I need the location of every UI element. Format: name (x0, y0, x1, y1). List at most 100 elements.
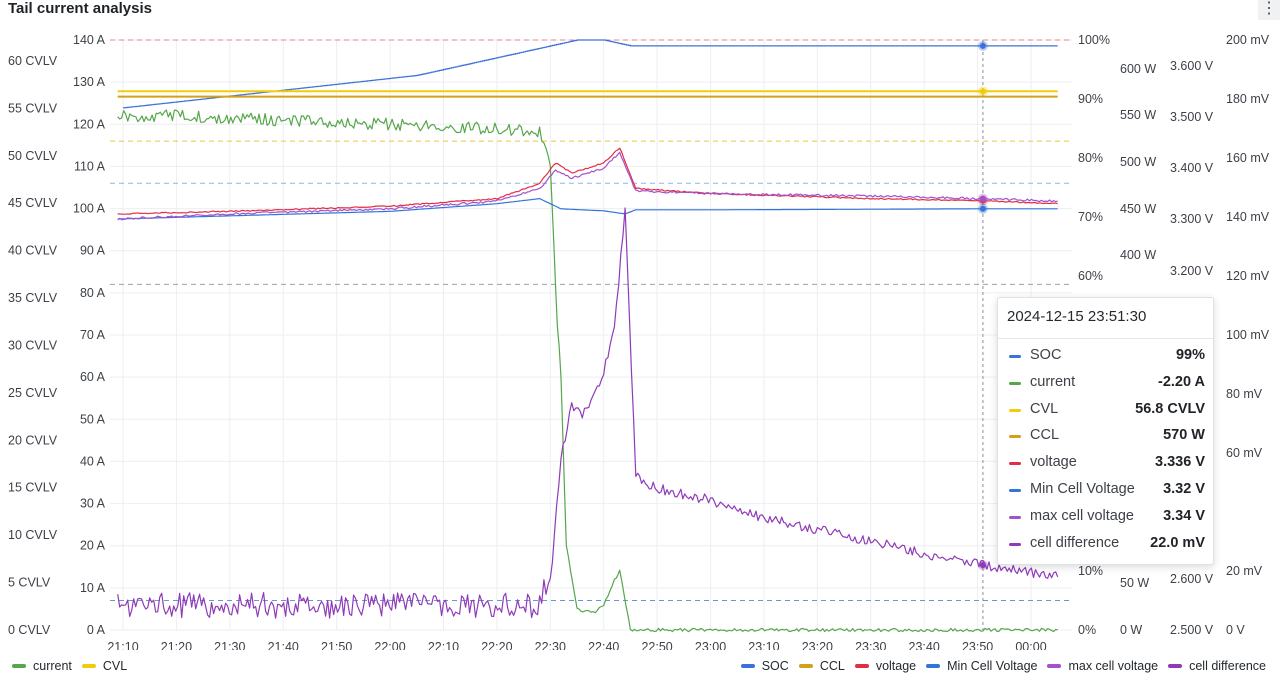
tick-label-time: 22:30 (535, 640, 566, 650)
tick-label-time: 22:40 (588, 640, 619, 650)
tooltip-value: 99% (1175, 347, 1205, 363)
tick-label-diff: 20 mV (1226, 564, 1263, 578)
tick-label-time: 23:20 (802, 640, 833, 650)
legend-label: voltage (875, 659, 917, 673)
tick-label-current: 120 A (73, 117, 106, 131)
legend-item-min-cell-voltage[interactable]: Min Cell Voltage (926, 657, 1037, 675)
legend-item-cvl[interactable]: CVL (81, 657, 127, 675)
tick-label-time: 23:10 (748, 640, 779, 650)
legend-item-current[interactable]: current (12, 657, 72, 675)
tooltip-timestamp: 2024-12-15 23:51:30 (1007, 308, 1147, 325)
tooltip-row: current -2.20 A (998, 370, 1213, 397)
tick-label-cvl: 45 CVLV (8, 196, 58, 210)
tick-label-voltage: 3.300 V (1170, 212, 1214, 226)
legend-label: cell difference (1189, 659, 1266, 673)
tick-label-current: 90 A (80, 244, 106, 258)
legend-left: current CVL (12, 657, 137, 675)
tick-label-voltage: 3.600 V (1170, 59, 1214, 73)
tooltip-value: 3.336 V (1155, 454, 1205, 471)
tooltip-row: cell difference 22.0 mV (998, 531, 1213, 558)
tooltip-value: -2.20 A (1157, 373, 1205, 390)
tick-label-current: 100 A (73, 202, 106, 216)
legend-swatch (854, 664, 869, 668)
tick-label-cvl: 40 CVLV (8, 244, 58, 258)
tick-label-soc: 80% (1078, 151, 1103, 165)
tooltip-row: Min Cell Voltage 3.32 V (998, 477, 1213, 504)
tooltip-value: 56.8 CVLV (1135, 400, 1205, 417)
legend-item-voltage[interactable]: voltage (854, 657, 917, 675)
tick-label-soc: 100% (1078, 33, 1110, 47)
series-line-min-cell-voltage (117, 198, 1058, 220)
hover-marker-cell-difference (979, 562, 986, 569)
tick-label-power: 400 W (1120, 248, 1156, 262)
tick-label-current: 80 A (80, 286, 106, 300)
legend-label: SOC (761, 659, 789, 673)
legend-swatch (1168, 664, 1183, 668)
tick-label-cvl: 20 CVLV (8, 433, 58, 447)
tick-label-current: 70 A (80, 328, 106, 342)
series-line-voltage (117, 147, 1058, 215)
tooltip-row: max cell voltage 3.34 V (998, 504, 1213, 531)
tooltip-swatch (1009, 381, 1021, 385)
tick-label-cvl: 25 CVLV (8, 386, 58, 400)
tick-label-diff: 80 mV (1226, 387, 1263, 401)
kebab-menu-icon[interactable]: ⋮ (1258, 0, 1280, 20)
tick-label-power: 500 W (1120, 155, 1156, 169)
tooltip-label: voltage (1030, 454, 1077, 471)
tooltip-value: 570 W (1163, 427, 1205, 444)
tick-label-power: 0 W (1120, 623, 1142, 637)
tooltip-swatch (1009, 462, 1021, 466)
tick-label-time: 22:00 (374, 640, 405, 650)
tick-label-time: 21:50 (321, 640, 352, 650)
tick-label-current: 60 A (80, 370, 106, 384)
tick-label-diff: 140 mV (1226, 210, 1270, 224)
tick-label-diff: 120 mV (1226, 269, 1270, 283)
legend-swatch (926, 664, 941, 668)
series-line-soc (123, 39, 1058, 109)
tooltip-divider (998, 338, 1213, 339)
tick-label-time: 21:40 (268, 640, 299, 650)
tick-label-current: 40 A (80, 454, 106, 468)
tick-label-diff: 60 mV (1226, 446, 1263, 460)
tooltip-label: CVL (1030, 400, 1059, 417)
tick-label-diff: 100 mV (1226, 328, 1270, 342)
tick-label-power: 550 W (1120, 108, 1156, 122)
tick-label-soc: 0% (1078, 623, 1096, 637)
tooltip-label: CCL (1030, 427, 1060, 444)
tick-label-cvl: 10 CVLV (8, 528, 58, 542)
tick-label-cvl: 15 CVLV (8, 481, 58, 495)
legend-item-ccl[interactable]: CCL (798, 657, 845, 675)
tick-label-cvl: 35 CVLV (8, 291, 58, 305)
tooltip-swatch (1009, 488, 1021, 492)
tick-label-time: 21:10 (107, 640, 138, 650)
tick-label-current: 130 A (73, 75, 106, 89)
legend-label: max cell voltage (1068, 659, 1159, 673)
legend-item-cell-difference[interactable]: cell difference (1168, 657, 1266, 675)
tooltip-row: CVL 56.8 CVLV (998, 397, 1213, 424)
tooltip-label: max cell voltage (1030, 507, 1134, 524)
legend-swatch (81, 664, 96, 668)
tick-label-current: 110 A (74, 159, 106, 173)
tick-label-voltage: 2.500 V (1170, 623, 1214, 637)
tick-label-time: 22:20 (481, 640, 512, 650)
legend-item-soc[interactable]: SOC (740, 657, 789, 675)
tick-label-cvl: 30 CVLV (8, 338, 58, 352)
tick-label-voltage: 3.500 V (1170, 110, 1214, 124)
chart-canvas[interactable]: 0 A 10 A 20 A 30 A 40 A 50 A 60 A 70 A 80 A 90 A 1… (0, 0, 1280, 650)
tick-label-current: 10 A (80, 581, 106, 595)
tooltip-label: cell difference (1030, 534, 1120, 551)
series-line-current (117, 109, 1058, 633)
legend-right: SOC CCL voltage Min Cell Voltage max cell vo… (740, 657, 1276, 675)
legend-label: Min Cell Voltage (947, 659, 1038, 673)
tooltip-row: CCL 570 W (998, 423, 1213, 450)
tick-label-time: 21:30 (214, 640, 245, 650)
tick-label-power: 600 W (1120, 62, 1156, 76)
tooltip-label: current (1030, 373, 1076, 390)
tick-label-current: 30 A (80, 497, 106, 511)
tick-label-voltage: 3.200 V (1170, 264, 1214, 278)
legend-label: current (33, 659, 72, 673)
series-line-cell-difference (117, 207, 1059, 619)
hover-marker-soc (979, 42, 986, 49)
panel-title: Tail current analysis (8, 0, 152, 17)
legend-item-max-cell-voltage[interactable]: max cell voltage (1047, 657, 1158, 675)
